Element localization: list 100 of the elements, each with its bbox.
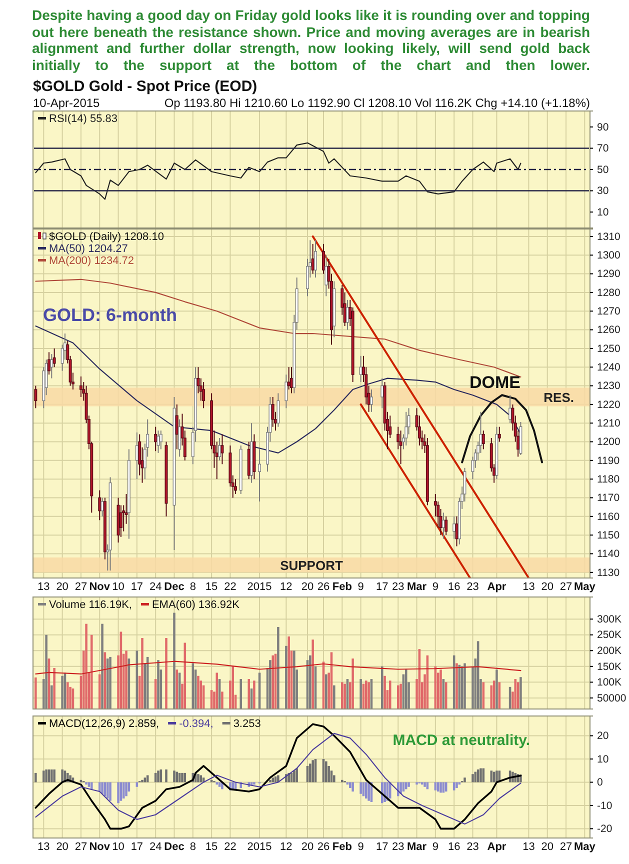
bar <box>416 782 418 785</box>
bar <box>165 769 168 782</box>
bar <box>218 782 221 787</box>
x-tick-label: 24 <box>149 840 162 853</box>
candlestick <box>314 240 317 278</box>
candlestick <box>218 438 222 461</box>
candlestick <box>79 376 82 398</box>
x-tick-label: 17 <box>130 840 144 853</box>
x-tick-label: 27 <box>560 840 572 853</box>
x-tick-label: 27 <box>560 580 572 593</box>
bar <box>312 760 314 782</box>
bar <box>452 782 456 790</box>
y-tick-label: 1290 <box>597 268 621 280</box>
bar <box>34 772 37 782</box>
bar <box>106 782 109 798</box>
candlestick <box>482 430 485 450</box>
bar <box>349 782 352 788</box>
y-tick-label: 1200 <box>597 436 621 448</box>
x-tick-label: 17 <box>376 840 388 853</box>
y-tick-label: 1170 <box>597 492 620 504</box>
bar <box>61 769 64 782</box>
y-tick-label: 1150 <box>597 529 620 542</box>
x-tick-label: May <box>574 840 596 853</box>
x-tick-label: Mar <box>406 580 428 593</box>
y-tick-label: 1260 <box>597 324 621 336</box>
bar <box>458 782 461 785</box>
y-tick-label: 10 <box>597 753 609 766</box>
text: Despite having a good day on Friday gold looks like it is rounding over and topping out here beneath the resistance shown. Price and moving averages are in bearish alignment and further dollar strength, now looking likely, will send gold back initially to the support at the bottom of the chart and then lower. <box>32 7 590 73</box>
y-tick-label: 200K <box>597 644 622 657</box>
candlestick <box>399 430 402 465</box>
x-tick-label: 22 <box>224 840 236 853</box>
bar <box>365 782 368 798</box>
x-tick-label: 20 <box>301 840 314 853</box>
line-series <box>35 660 522 675</box>
x-tick-label: 17 <box>376 580 388 593</box>
bar <box>181 772 184 782</box>
y-tick-label: 150K <box>597 660 622 673</box>
chart-subtitle: 10-Apr-2015 <box>33 96 100 110</box>
x-tick-label: Feb <box>332 840 352 853</box>
bar <box>424 782 426 787</box>
text: Op 1193.80 Hi 1210.60 Lo 1192.90 Cl 1208.10 Vol 116.2K Chg +14.10 (+1.18%) <box>164 96 590 110</box>
band-label: SUPPORT <box>280 558 343 573</box>
legend-label: 3.253 <box>233 718 261 730</box>
x-tick-label: 9 <box>358 580 364 593</box>
x-tick-label: Mar <box>406 840 428 853</box>
bar <box>216 782 218 785</box>
y-tick-label: 1310 <box>597 230 621 243</box>
bar <box>464 778 466 782</box>
line-series <box>35 326 522 454</box>
y-tick-label: 1250 <box>597 342 621 355</box>
y-tick-label: 300K <box>597 613 622 626</box>
x-tick-label: Nov <box>89 840 111 853</box>
annotation: MACD at neutrality. <box>392 732 530 749</box>
candlestick <box>404 411 408 446</box>
bar <box>136 782 138 787</box>
candlestick <box>154 426 158 452</box>
x-tick-label: 13 <box>522 580 535 593</box>
x-tick-label: 8 <box>190 580 196 593</box>
bar <box>197 774 200 782</box>
bar <box>309 764 312 782</box>
y-tick-label: 1190 <box>597 454 620 467</box>
chart-title: $GOLD Gold - Spot Price (EOD) <box>33 78 258 95</box>
y-tick-label: -20 <box>597 823 612 836</box>
x-tick-label: 23 <box>466 840 479 853</box>
candlestick <box>324 254 328 297</box>
annotation: DOME <box>470 373 520 392</box>
bar <box>352 782 354 792</box>
candlestick <box>175 404 178 450</box>
bar <box>434 782 437 790</box>
x-tick-label: May <box>574 580 596 593</box>
x-tick-label: 20 <box>301 580 314 593</box>
line-series <box>35 142 522 200</box>
y-tick-label: 1280 <box>597 286 621 299</box>
bar <box>157 770 160 782</box>
y-tick-label: 1240 <box>597 361 621 374</box>
bar <box>436 782 440 792</box>
y-tick-label: 1180 <box>597 473 620 486</box>
y-tick-label: 1230 <box>597 380 621 392</box>
candlestick <box>50 354 54 379</box>
x-tick-label: 20 <box>541 580 554 593</box>
bar <box>85 782 88 785</box>
candlestick <box>380 378 384 409</box>
bar <box>408 782 410 787</box>
x-tick-label: 13 <box>38 840 50 853</box>
candlestick <box>234 478 238 495</box>
y-tick-label: 1220 <box>597 398 621 411</box>
bar <box>53 769 56 782</box>
candlestick <box>498 426 501 442</box>
legend-label: MACD(12,26,9) 2.859, <box>49 718 160 730</box>
bar <box>456 782 458 788</box>
candlestick <box>276 392 280 428</box>
x-tick-label: 9 <box>358 840 364 853</box>
candlestick <box>34 385 38 409</box>
candlestick <box>452 516 456 540</box>
bar <box>128 782 130 792</box>
y-tick-label: 1140 <box>597 548 620 560</box>
x-tick-label: 9 <box>432 840 438 853</box>
x-tick-label: 20 <box>56 840 68 853</box>
bar <box>277 775 280 782</box>
bar <box>88 782 90 787</box>
